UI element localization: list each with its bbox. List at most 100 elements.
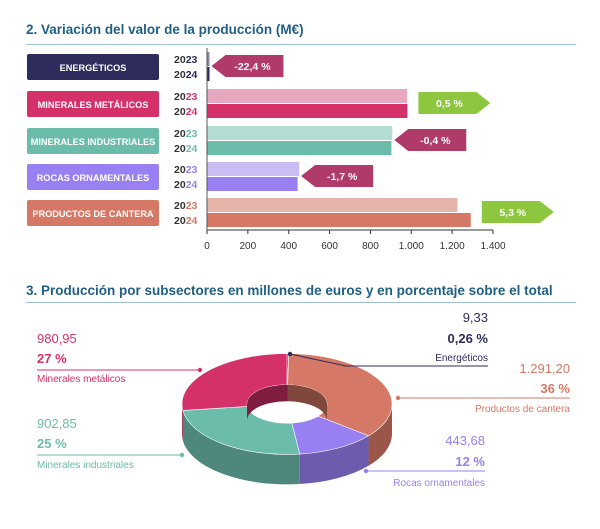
value-label-productos-de-cantera: 1.291,20 [519, 361, 570, 376]
bar-rocas-ornamentales-2023 [207, 162, 300, 176]
bar-minerales-metalicos-2024 [207, 104, 408, 118]
category-label-bg-energeticos [27, 54, 159, 80]
bar-productos-de-cantera-2024 [207, 213, 471, 227]
donut-side-minerales-metalicos [182, 404, 183, 441]
year-label-2024: 2024 [174, 215, 198, 227]
leader-line-energeticos [289, 353, 488, 367]
year-suffix: 23 [186, 200, 198, 212]
category-label-minerales-metalicos: MINERALES METÁLICOS [38, 99, 149, 110]
year-label-2024: 2024 [174, 179, 198, 191]
year-suffix: 23 [186, 91, 198, 103]
leader-dot-energeticos [287, 351, 293, 357]
year-label-2024: 2024 [174, 143, 198, 155]
variation-arrow-minerales-metalicos [418, 92, 491, 114]
x-tick-label-400: 400 [280, 241, 297, 252]
variation-label-energeticos: -22,4 % [234, 61, 271, 73]
x-tick-label-1000: 1.000 [399, 241, 424, 252]
x-tick-label-1400: 1.400 [480, 241, 505, 252]
year-suffix: 23 [186, 54, 198, 66]
name-label-productos-de-cantera: Productos de cantera [475, 404, 570, 415]
percent-label-energeticos: 0,26 % [448, 331, 489, 346]
variation-label-minerales-industriales: -0,4 % [420, 135, 451, 147]
year-suffix: 24 [186, 179, 198, 191]
percent-label-productos-de-cantera: 36 % [540, 381, 570, 396]
percent-label-rocas-ornamentales: 12 % [455, 454, 485, 469]
year-prefix: 20 [174, 143, 186, 155]
variation-arrow-minerales-industriales [394, 129, 467, 151]
donut-side-minerales-industriales [182, 410, 300, 485]
year-prefix: 20 [174, 215, 186, 227]
percent-label-minerales-industriales: 25 % [37, 436, 67, 451]
leader-dot-minerales-industriales [179, 452, 185, 458]
year-prefix: 20 [174, 91, 186, 103]
year-suffix: 23 [186, 164, 198, 176]
year-prefix: 20 [174, 69, 186, 81]
category-label-bg-minerales-industriales [27, 128, 159, 154]
year-label-2023: 2023 [174, 54, 198, 66]
year-prefix: 20 [174, 128, 186, 140]
x-tick-label-200: 200 [240, 241, 257, 252]
x-tick-label-0: 0 [204, 241, 210, 252]
x-tick-label-1200: 1.200 [440, 241, 465, 252]
bar-productos-de-cantera-2023 [207, 198, 458, 212]
value-label-energeticos: 9,33 [463, 310, 488, 325]
name-label-rocas-ornamentales: Rocas ornamentales [393, 478, 485, 489]
donut-inner-minerales-metalicos [247, 384, 287, 421]
donut-inner-energeticos [287, 384, 288, 402]
section-title-text: Variación del valor de la producción (M€… [41, 22, 304, 37]
leader-dot-minerales-metalicos [197, 367, 203, 373]
year-label-2023: 2023 [174, 128, 198, 140]
year-suffix: 24 [186, 69, 198, 81]
section-title-produccion: 3. Producción por subsectores en millone… [26, 283, 553, 298]
category-label-rocas-ornamentales: ROCAS ORNAMENTALES [37, 173, 150, 183]
category-label-bg-minerales-metalicos [27, 91, 159, 117]
name-label-energeticos: Energéticos [435, 353, 488, 364]
year-prefix: 20 [174, 200, 186, 212]
year-prefix: 20 [174, 179, 186, 191]
year-prefix: 20 [174, 54, 186, 66]
value-label-minerales-industriales: 902,85 [37, 416, 77, 431]
year-prefix: 20 [174, 164, 186, 176]
bar-rocas-ornamentales-2024 [207, 177, 298, 191]
leader-dot-rocas-ornamentales [363, 468, 369, 474]
year-label-2024: 2024 [174, 106, 198, 118]
year-label-2024: 2024 [174, 69, 198, 81]
bar-energeticos-2024 [207, 67, 210, 81]
bar-minerales-industriales-2023 [207, 126, 393, 140]
value-label-rocas-ornamentales: 443,68 [445, 433, 485, 448]
section-title-text: Producción por subsectores en millones d… [41, 283, 553, 298]
variation-arrow-productos-de-cantera [481, 201, 554, 223]
name-label-minerales-industriales: Minerales industriales [37, 460, 134, 471]
year-label-2023: 2023 [174, 200, 198, 212]
year-label-2023: 2023 [174, 91, 198, 103]
section-number: 3. [26, 283, 38, 298]
variation-arrow-energeticos [211, 55, 284, 77]
year-suffix: 24 [186, 106, 198, 118]
donut-inner-productos-de-cantera [287, 384, 327, 421]
section-rule [26, 302, 576, 303]
percent-label-minerales-metalicos: 27 % [37, 351, 67, 366]
section-title-variacion: 2. Variación del valor de la producción … [26, 22, 304, 37]
variation-label-minerales-metalicos: 0,5 % [436, 98, 464, 110]
name-label-minerales-metalicos: Minerales metálicos [37, 374, 125, 385]
donut-side-rocas-ornamentales [299, 435, 369, 485]
section-number: 2. [26, 22, 38, 37]
category-label-energeticos: ENERGÉTICOS [60, 62, 127, 73]
value-label-minerales-metalicos: 980,95 [37, 331, 77, 346]
category-label-bg-productos-de-cantera [27, 200, 159, 226]
variation-label-rocas-ornamentales: -1,7 % [327, 171, 358, 183]
year-suffix: 23 [186, 128, 198, 140]
donut-slice-minerales-industriales [182, 406, 301, 455]
x-tick-label-800: 800 [362, 241, 379, 252]
year-suffix: 24 [186, 143, 198, 155]
leader-dot-productos-de-cantera [395, 395, 401, 401]
year-prefix: 20 [174, 106, 186, 118]
category-label-bg-rocas-ornamentales [27, 164, 159, 190]
x-tick-label-600: 600 [321, 241, 338, 252]
variation-label-productos-de-cantera: 5,3 % [499, 207, 527, 219]
year-label-2023: 2023 [174, 164, 198, 176]
section-rule [26, 44, 576, 45]
category-label-productos-de-cantera: PRODUCTOS DE CANTERA [32, 209, 154, 219]
